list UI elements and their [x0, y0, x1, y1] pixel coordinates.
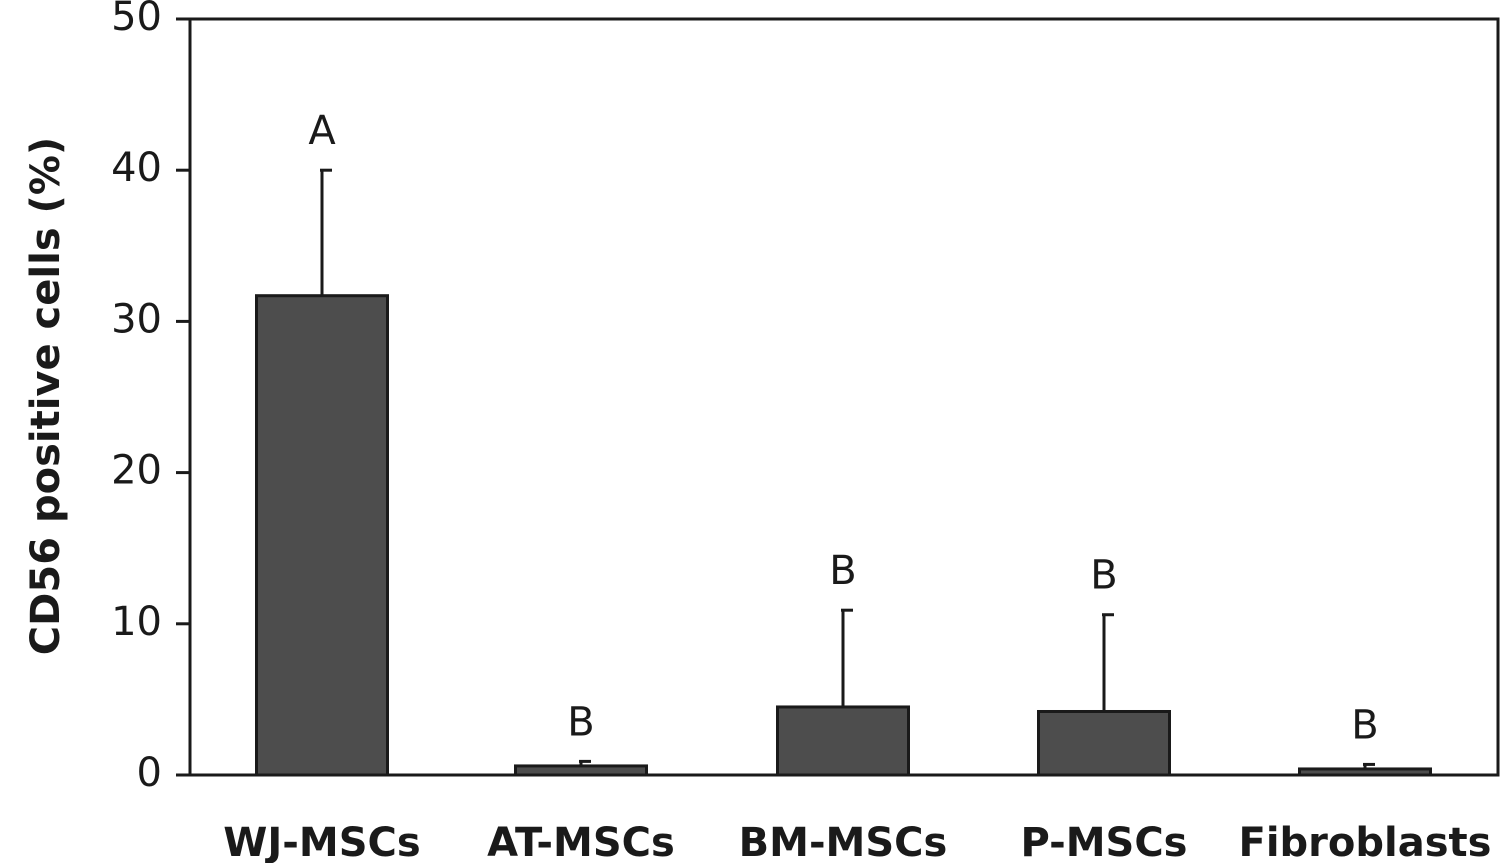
y-tick-label: 30 [111, 296, 162, 342]
significance-label: B [829, 548, 856, 594]
y-tick-label: 10 [111, 599, 162, 645]
y-tick-label: 20 [111, 448, 162, 494]
bars [255, 294, 1432, 777]
category-label: AT-MSCs [487, 820, 675, 863]
y-tick-label: 0 [137, 750, 162, 796]
category-label: BM-MSCs [739, 820, 948, 863]
y-axis-ticks: 0 10 20 30 40 50 [111, 0, 190, 796]
bar-p-mscs [1037, 709, 1171, 777]
significance-label: B [1090, 553, 1117, 599]
bar-wj-mscs [255, 294, 389, 777]
bar-bm-mscs [776, 705, 910, 777]
category-label: P-MSCs [1021, 820, 1188, 863]
error-bars [320, 168, 1375, 769]
x-axis-categories: WJ-MSCs AT-MSCs BM-MSCs P-MSCs Fibroblasts [223, 820, 1491, 863]
significance-label: B [1351, 702, 1378, 748]
category-label: Fibroblasts [1239, 820, 1492, 863]
y-axis-label: CD56 positive cells (%) [23, 137, 69, 655]
y-tick-label: 40 [111, 145, 162, 191]
significance-label: A [308, 108, 336, 154]
plot-frame [188, 17, 1500, 777]
category-label: WJ-MSCs [223, 820, 420, 863]
significance-labels: A B B B B [308, 108, 1378, 748]
significance-label: B [567, 699, 594, 745]
y-tick-label: 50 [111, 0, 162, 40]
